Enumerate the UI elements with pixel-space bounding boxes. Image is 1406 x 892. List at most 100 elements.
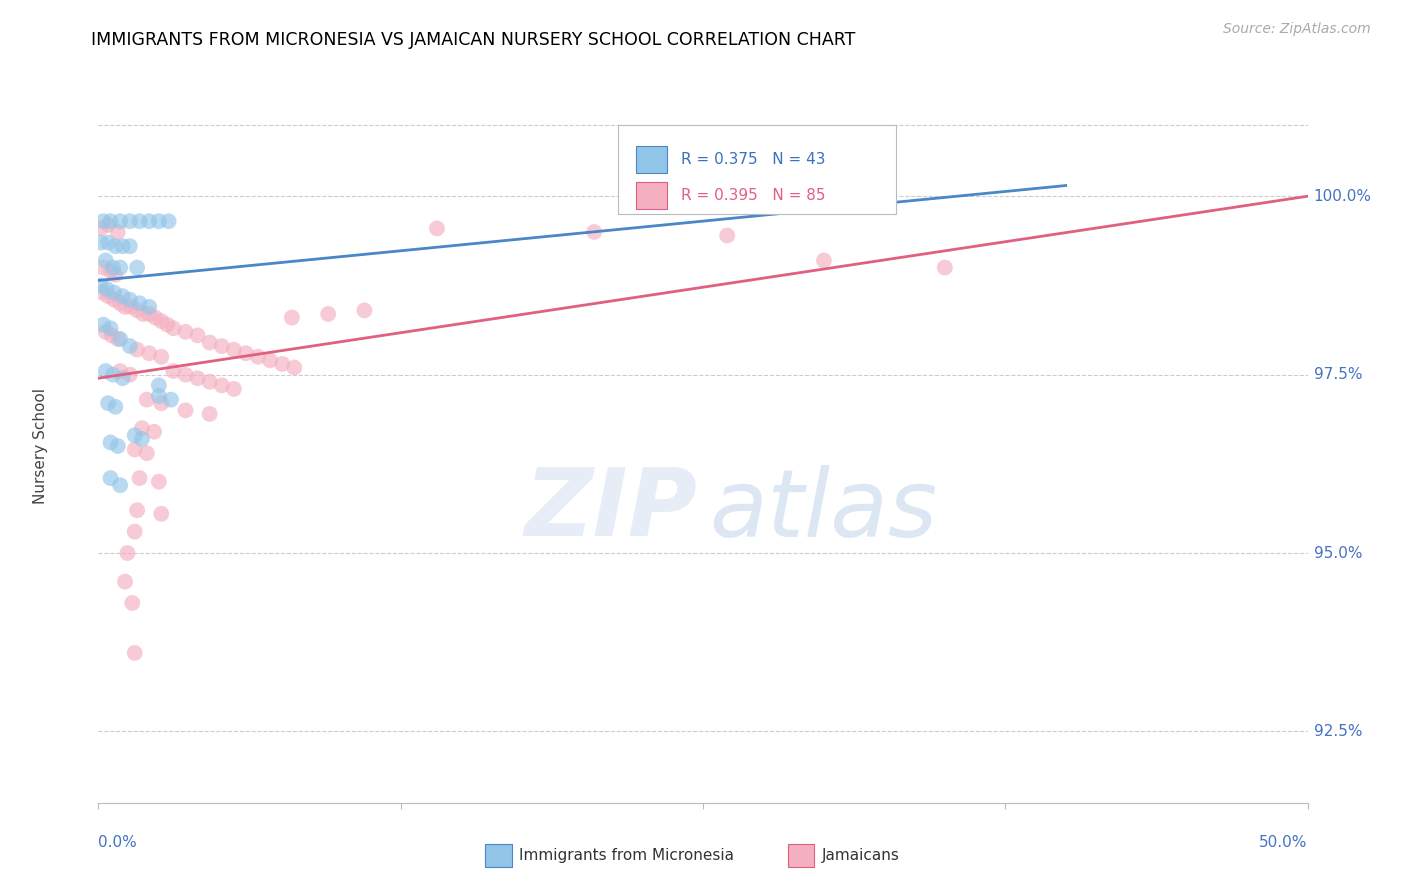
Point [174,325,197,339]
Point [934,260,956,275]
Point [211,378,233,392]
Point [108,332,131,346]
Point [128,214,150,228]
Point [222,382,245,396]
Point [132,307,155,321]
Point [107,225,129,239]
Point [107,332,129,346]
Point [117,546,139,560]
Bar [787,844,814,867]
Point [148,378,170,392]
Point [128,296,150,310]
Point [157,214,180,228]
Point [100,435,122,450]
Point [211,339,233,353]
Point [135,446,157,460]
Text: Jamaicans: Jamaicans [821,848,900,863]
Point [150,396,173,410]
Text: 95.0%: 95.0% [1313,546,1362,560]
Point [103,293,125,307]
Point [90,221,112,235]
Point [150,314,173,328]
Point [108,364,131,378]
Point [111,371,134,385]
Point [97,396,120,410]
Point [104,268,127,282]
Point [91,214,114,228]
Point [813,253,835,268]
Text: Source: ZipAtlas.com: Source: ZipAtlas.com [1223,22,1371,37]
Bar [637,182,666,210]
Point [118,293,141,307]
Point [97,218,120,232]
Point [131,432,153,446]
Point [148,475,170,489]
Point [111,289,134,303]
Point [131,421,153,435]
Text: 97.5%: 97.5% [1313,368,1362,382]
Point [118,239,141,253]
Point [127,303,149,318]
Point [94,364,117,378]
Point [120,300,142,314]
Point [138,214,160,228]
Point [124,524,146,539]
Text: atlas: atlas [709,465,938,556]
Point [118,339,141,353]
Text: Nursery School: Nursery School [32,388,48,504]
Point [143,310,166,325]
Point [162,321,184,335]
Point [138,300,160,314]
Text: 0.0%: 0.0% [98,835,138,850]
Point [353,303,375,318]
Bar [485,844,512,867]
Point [94,325,117,339]
Point [108,478,131,492]
Point [104,400,127,414]
Text: IMMIGRANTS FROM MICRONESIA VS JAMAICAN NURSERY SCHOOL CORRELATION CHART: IMMIGRANTS FROM MICRONESIA VS JAMAICAN N… [91,31,856,49]
Text: Immigrants from Micronesia: Immigrants from Micronesia [519,848,734,863]
Bar [637,146,666,173]
Point [138,307,160,321]
Point [127,343,149,357]
Point [104,239,127,253]
Point [281,310,304,325]
Point [235,346,257,360]
Point [97,235,120,250]
Point [97,289,120,303]
Point [118,368,141,382]
Point [100,214,122,228]
Point [174,368,197,382]
Point [108,214,131,228]
Point [100,471,122,485]
Point [96,282,118,296]
Point [100,321,122,335]
Point [90,278,112,293]
Point [271,357,294,371]
Point [101,260,124,275]
Point [426,221,449,235]
Text: R = 0.375   N = 43: R = 0.375 N = 43 [682,153,825,167]
Text: ZIP: ZIP [524,464,697,557]
Point [143,425,166,439]
Point [108,296,131,310]
Point [148,389,170,403]
Point [160,392,183,407]
Point [124,442,146,457]
FancyBboxPatch shape [619,125,897,214]
Text: 100.0%: 100.0% [1313,189,1372,203]
Point [198,335,221,350]
Point [283,360,305,375]
Point [90,235,112,250]
Point [91,318,114,332]
Point [124,428,146,442]
Point [127,503,149,517]
Point [316,307,339,321]
Point [716,228,738,243]
Point [91,285,114,300]
Point [128,471,150,485]
Point [187,371,209,385]
Point [198,407,221,421]
Point [101,368,124,382]
Point [103,285,125,300]
